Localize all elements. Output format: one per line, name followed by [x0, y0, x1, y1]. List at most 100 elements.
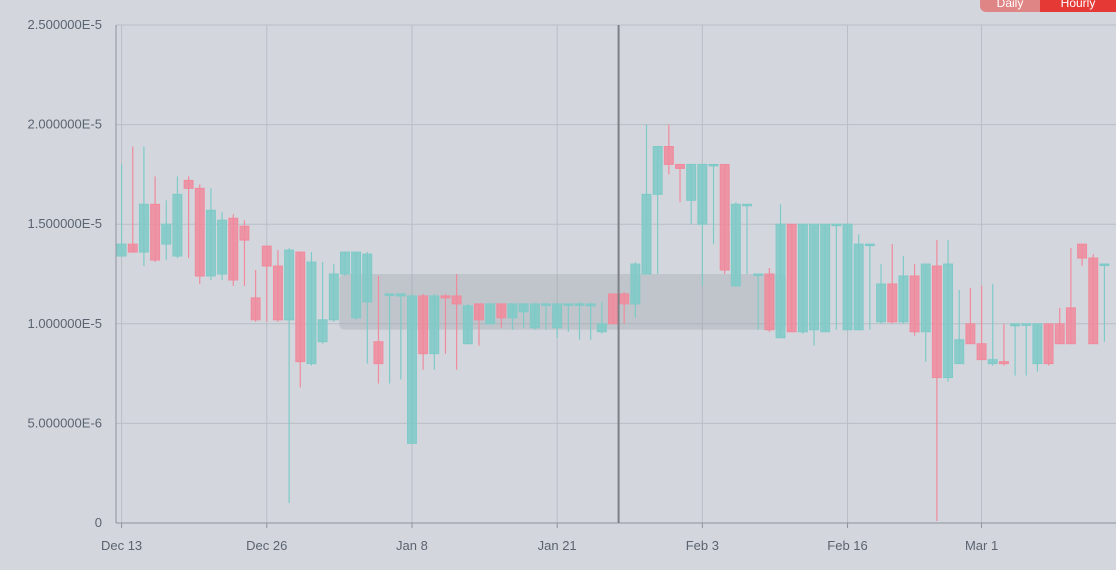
candle	[1010, 323, 1021, 376]
candle-body	[395, 293, 406, 297]
candle-body	[876, 283, 887, 323]
x-tick-label: Jan 21	[538, 538, 577, 553]
candle-body	[541, 303, 551, 306]
candle	[954, 289, 965, 365]
candle	[619, 291, 630, 324]
candle	[742, 203, 752, 274]
candle-body	[339, 251, 350, 275]
candle-body	[507, 303, 518, 319]
candle	[797, 223, 808, 334]
candle-body	[362, 253, 373, 303]
candle-body	[317, 319, 328, 343]
candles[interactable]	[116, 124, 1110, 522]
candle	[150, 176, 161, 263]
candle	[418, 293, 429, 370]
candle	[138, 146, 149, 267]
candle	[920, 263, 931, 362]
candle	[998, 323, 1009, 366]
candle	[518, 303, 529, 328]
candle	[485, 303, 496, 325]
candle	[116, 164, 127, 257]
candle-body	[943, 263, 954, 379]
candle-body	[172, 193, 183, 257]
candle	[1088, 254, 1099, 345]
candle-body	[127, 243, 138, 253]
candle	[1099, 263, 1110, 342]
candle-body	[328, 273, 339, 321]
candle	[451, 274, 462, 370]
candle-body	[406, 295, 417, 444]
candle-body	[641, 193, 652, 275]
candle	[328, 264, 339, 322]
candle-body	[161, 223, 172, 245]
candle-body	[384, 293, 395, 296]
candle	[127, 146, 138, 253]
candle-body	[730, 203, 741, 287]
candle	[663, 124, 674, 175]
candle-body	[138, 203, 149, 253]
candle	[406, 293, 417, 444]
candle-body	[183, 179, 194, 189]
candle	[764, 268, 775, 332]
candle-body	[998, 361, 1009, 365]
candle	[362, 252, 373, 364]
candle-body	[205, 209, 216, 277]
candle-body	[920, 263, 931, 333]
candle-body	[194, 187, 205, 277]
candle-body	[686, 163, 697, 201]
x-tick-label: Dec 13	[101, 538, 142, 553]
candle-body	[250, 297, 261, 321]
daily-button[interactable]: Daily	[980, 0, 1040, 12]
interval-toggle[interactable]: Daily Hourly	[980, 0, 1116, 12]
x-tick-label: Dec 26	[246, 538, 287, 553]
candle-body	[630, 263, 641, 305]
candle	[965, 287, 976, 345]
candle	[161, 200, 172, 261]
y-axis-ticks: 0 5.000000E-6 1.000000E-5 1.500000E-5 2.0000…	[28, 17, 102, 530]
candle	[1065, 248, 1076, 345]
candle-body	[954, 339, 965, 365]
candle-body	[898, 275, 909, 323]
candle-body	[485, 303, 496, 325]
candle-body	[965, 323, 976, 345]
candle-body	[261, 245, 272, 267]
candle-body	[931, 265, 942, 379]
candle-body	[239, 225, 250, 241]
candle-body	[652, 146, 663, 195]
candle-body	[596, 323, 607, 333]
candle	[295, 251, 306, 388]
candle	[563, 303, 574, 332]
candle	[931, 240, 942, 522]
candle-body	[1088, 257, 1099, 345]
candle	[775, 204, 786, 339]
candle-body	[418, 295, 429, 355]
candle-body	[831, 223, 842, 227]
candle	[1043, 323, 1054, 366]
candle	[909, 264, 920, 336]
candle	[284, 248, 295, 504]
candle-body	[228, 217, 239, 281]
candle-body	[462, 305, 473, 345]
hourly-button[interactable]: Hourly	[1040, 0, 1116, 12]
grid	[115, 24, 1116, 528]
candle	[250, 270, 261, 322]
candle	[652, 146, 663, 274]
candle-body	[1065, 307, 1076, 345]
candle	[529, 303, 540, 330]
candle	[853, 234, 864, 331]
candle-body	[295, 251, 306, 363]
candle-body	[496, 303, 507, 319]
candle	[585, 303, 596, 340]
candle	[351, 251, 362, 320]
candle	[943, 240, 954, 382]
candle	[719, 163, 730, 274]
candle	[697, 163, 708, 286]
candle	[217, 212, 228, 280]
candle-body	[697, 163, 708, 225]
candle	[608, 293, 618, 325]
candle-body	[786, 223, 797, 333]
candle-body	[451, 295, 462, 305]
candle	[429, 293, 440, 370]
candle-body	[351, 251, 362, 319]
candle-body	[675, 163, 685, 169]
